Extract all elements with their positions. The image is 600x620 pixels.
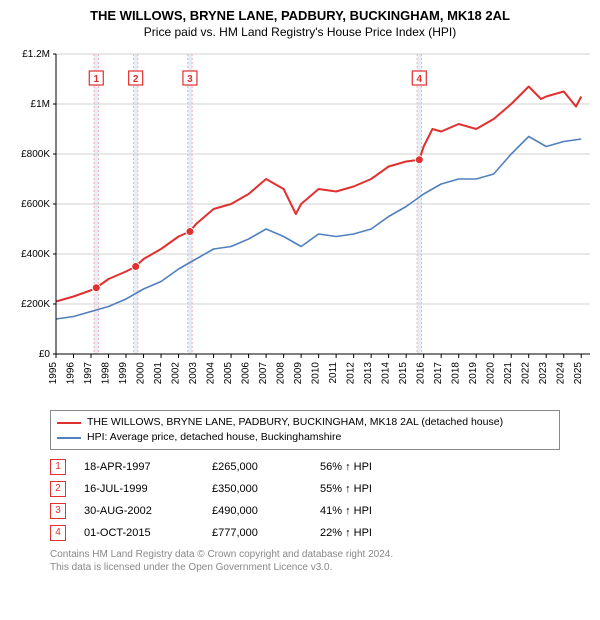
- legend-item: HPI: Average price, detached house, Buck…: [57, 430, 553, 445]
- svg-text:2022: 2022: [521, 362, 532, 385]
- price-chart: £0 £200K £400K £600K £800K £1M £1.2M 1995 1996 19…: [0, 44, 600, 404]
- svg-text:2006: 2006: [241, 362, 252, 385]
- svg-text:2013: 2013: [363, 362, 374, 385]
- title-block: THE WILLOWS, BRYNE LANE, PADBURY, BUCKIN…: [0, 0, 600, 44]
- svg-text:2023: 2023: [538, 362, 549, 385]
- sale-price: £265,000: [212, 461, 302, 473]
- svg-text:2002: 2002: [171, 362, 182, 385]
- svg-text:2014: 2014: [381, 362, 392, 385]
- legend-label: THE WILLOWS, BRYNE LANE, PADBURY, BUCKIN…: [87, 415, 503, 430]
- footer-text: Contains HM Land Registry data © Crown c…: [50, 548, 560, 574]
- svg-text:2010: 2010: [311, 362, 322, 385]
- sales-row: 1 18-APR-1997 £265,000 56% ↑ HPI: [50, 456, 560, 478]
- sale-marker-badge: 1: [50, 459, 66, 475]
- svg-text:4: 4: [417, 74, 423, 85]
- sale-marker-badge: 3: [50, 503, 66, 519]
- sale-date: 16-JUL-1999: [84, 483, 194, 495]
- svg-text:2008: 2008: [276, 362, 287, 385]
- svg-text:2000: 2000: [136, 362, 147, 385]
- svg-text:2015: 2015: [398, 362, 409, 385]
- chart-subtitle: Price paid vs. HM Land Registry's House …: [10, 25, 590, 41]
- svg-text:2001: 2001: [153, 362, 164, 385]
- sale-price: £350,000: [212, 483, 302, 495]
- sale-pct: 56% ↑ HPI: [320, 461, 410, 473]
- svg-text:2: 2: [133, 74, 139, 85]
- chart-container: THE WILLOWS, BRYNE LANE, PADBURY, BUCKIN…: [0, 0, 600, 574]
- svg-text:1998: 1998: [101, 362, 112, 385]
- sale-date: 01-OCT-2015: [84, 527, 194, 539]
- svg-text:2021: 2021: [503, 362, 514, 385]
- svg-text:2004: 2004: [206, 362, 217, 385]
- svg-text:2011: 2011: [328, 362, 339, 384]
- footer-line-2: This data is licensed under the Open Gov…: [50, 561, 560, 574]
- svg-text:2017: 2017: [433, 362, 444, 385]
- svg-text:2003: 2003: [188, 362, 199, 385]
- sale-price: £490,000: [212, 505, 302, 517]
- svg-text:1: 1: [93, 74, 99, 85]
- svg-text:1997: 1997: [83, 362, 94, 385]
- footer-line-1: Contains HM Land Registry data © Crown c…: [50, 548, 560, 561]
- sales-table: 1 18-APR-1997 £265,000 56% ↑ HPI 2 16-JUL-199…: [50, 456, 560, 544]
- sale-price: £777,000: [212, 527, 302, 539]
- svg-text:£1M: £1M: [31, 99, 50, 110]
- legend-swatch: [57, 422, 81, 424]
- svg-text:1995: 1995: [48, 362, 59, 385]
- sales-row: 3 30-AUG-2002 £490,000 41% ↑ HPI: [50, 500, 560, 522]
- sale-date: 30-AUG-2002: [84, 505, 194, 517]
- sales-row: 4 01-OCT-2015 £777,000 22% ↑ HPI: [50, 522, 560, 544]
- svg-text:£600K: £600K: [21, 199, 50, 210]
- svg-text:2005: 2005: [223, 362, 234, 385]
- svg-text:2019: 2019: [468, 362, 479, 385]
- chart-title: THE WILLOWS, BRYNE LANE, PADBURY, BUCKIN…: [10, 8, 590, 25]
- svg-text:£800K: £800K: [21, 149, 50, 160]
- svg-text:1996: 1996: [66, 362, 77, 385]
- sale-pct: 55% ↑ HPI: [320, 483, 410, 495]
- svg-text:3: 3: [187, 74, 193, 85]
- svg-text:1999: 1999: [118, 362, 129, 385]
- sales-row: 2 16-JUL-1999 £350,000 55% ↑ HPI: [50, 478, 560, 500]
- legend-swatch: [57, 437, 81, 439]
- svg-text:£1.2M: £1.2M: [22, 49, 50, 60]
- svg-text:2009: 2009: [293, 362, 304, 385]
- legend: THE WILLOWS, BRYNE LANE, PADBURY, BUCKIN…: [50, 410, 560, 449]
- legend-label: HPI: Average price, detached house, Buck…: [87, 430, 341, 445]
- svg-text:2025: 2025: [573, 362, 584, 385]
- svg-text:£0: £0: [39, 349, 51, 360]
- sale-pct: 22% ↑ HPI: [320, 527, 410, 539]
- legend-item: THE WILLOWS, BRYNE LANE, PADBURY, BUCKIN…: [57, 415, 553, 430]
- svg-text:2018: 2018: [451, 362, 462, 385]
- svg-text:2016: 2016: [416, 362, 427, 385]
- svg-text:2024: 2024: [556, 362, 567, 385]
- sale-marker-badge: 2: [50, 481, 66, 497]
- svg-text:£200K: £200K: [21, 299, 50, 310]
- sale-date: 18-APR-1997: [84, 461, 194, 473]
- sale-marker-badge: 4: [50, 525, 66, 541]
- svg-text:£400K: £400K: [21, 249, 50, 260]
- svg-text:2007: 2007: [258, 362, 269, 385]
- svg-text:2012: 2012: [346, 362, 357, 385]
- sale-pct: 41% ↑ HPI: [320, 505, 410, 517]
- svg-text:2020: 2020: [486, 362, 497, 385]
